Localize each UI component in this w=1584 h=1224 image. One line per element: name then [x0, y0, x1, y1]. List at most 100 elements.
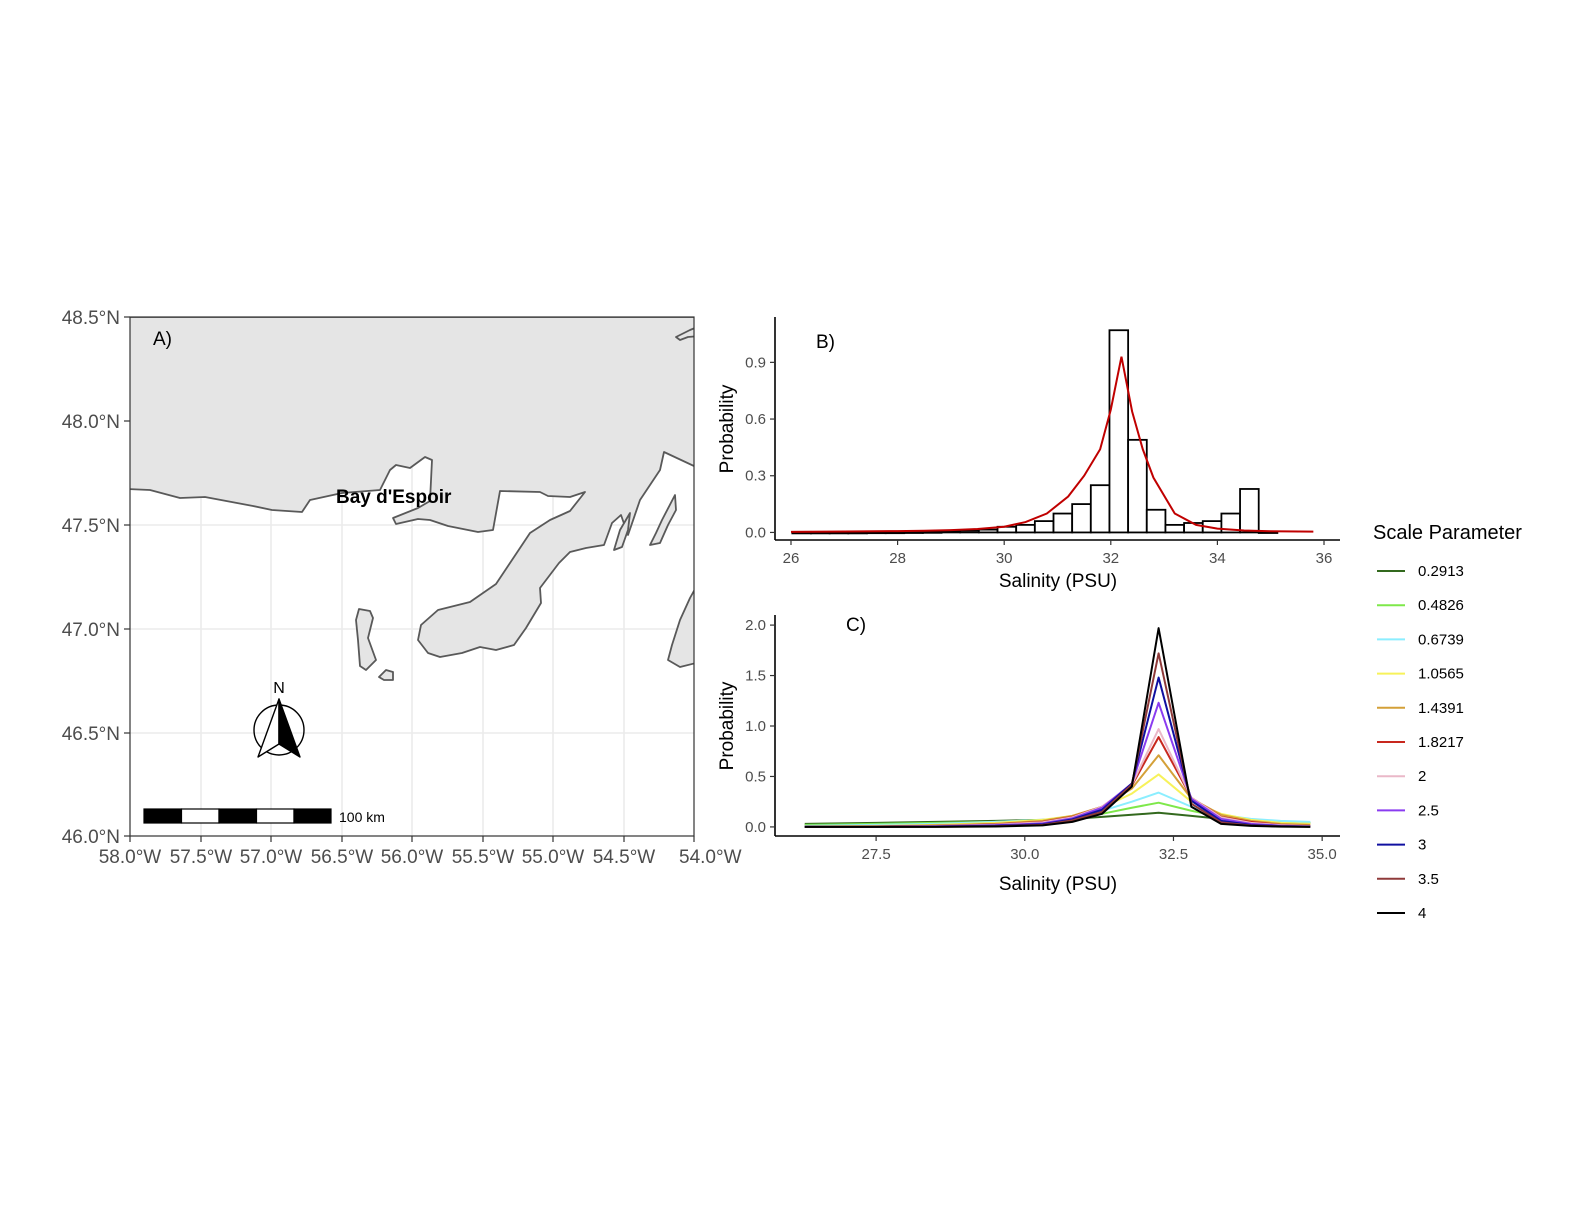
- histogram-bar: [1015, 523, 1036, 534]
- legend-title: Scale Parameter: [1373, 522, 1522, 544]
- northeast-island: [675, 327, 694, 341]
- histogram-y-tick-label: 0.3: [745, 468, 766, 485]
- north-arrow: N: [253, 680, 305, 758]
- legend-label: 1.0565: [1418, 666, 1464, 683]
- series-line-3: [804, 676, 1311, 828]
- legend: Scale Parameter 0.2913 0.4826 0.6739 1.0565…: [1373, 522, 1522, 922]
- scale-bar-label: 100 km: [339, 809, 385, 825]
- map-y-ticks: [124, 316, 130, 837]
- lon-tick-label: 57.5°W: [170, 847, 233, 868]
- histogram-y-tick-label: 0.6: [745, 411, 766, 428]
- line-y-tick-label: 0.0: [745, 819, 766, 836]
- legend-label: 0.6739: [1418, 631, 1464, 648]
- histogram-bar: [1108, 329, 1130, 534]
- legend-label: 3.5: [1418, 871, 1439, 888]
- lat-tick-label: 47.0°N: [62, 620, 120, 641]
- line-y-tick-label: 2.0: [745, 617, 766, 634]
- map-panel-label: A): [153, 329, 172, 350]
- histogram-bar: [977, 528, 999, 534]
- map-panel: A) Bay d'Espoir N 100 km: [62, 308, 742, 868]
- lon-tick-label: 56.5°W: [311, 847, 374, 868]
- series-line-3-5: [804, 652, 1311, 828]
- scale-segment-3: [218, 808, 258, 824]
- lon-tick-label: 54.0°W: [679, 847, 742, 868]
- line-marks: [804, 627, 1311, 828]
- map-lat-labels: 48.5°N 48.0°N 47.5°N 47.0°N 46.5°N 46.0°…: [62, 308, 120, 848]
- miquelon-island: [355, 608, 377, 671]
- north-arrow-right-half: [278, 698, 301, 758]
- histogram-bar: [1164, 523, 1185, 534]
- histogram-bar: [1239, 488, 1260, 534]
- line-y-tick-label: 1.5: [745, 668, 766, 685]
- histogram-axes: 26 28 30 32 34 36 0.0 0.3 0.6 0.9: [745, 317, 1340, 567]
- line-axes: 27.5 30.0 32.5 35.0 0.0 0.5 1.0 1.5 2.0: [745, 615, 1340, 863]
- histogram-bar: [1071, 503, 1092, 534]
- histogram-y-axis-title: Probability: [717, 384, 738, 473]
- scale-segment-2: [180, 808, 220, 824]
- line-panel-label: C): [846, 615, 866, 636]
- lat-tick-label: 48.5°N: [62, 308, 120, 329]
- lon-tick-label: 57.0°W: [240, 847, 303, 868]
- lon-tick-label: 55.0°W: [522, 847, 585, 868]
- line-y-tick-label: 1.0: [745, 718, 766, 735]
- histogram-marks: [790, 329, 1314, 535]
- histogram-bar: [1052, 512, 1074, 534]
- legend-items: 0.2913 0.4826 0.6739 1.0565 1.4391 1.8217 2 2.5…: [1377, 563, 1464, 922]
- scale-segment-4: [255, 808, 295, 824]
- map-lon-labels: 58.0°W 57.5°W 57.0°W 56.5°W 56.0°W 55.5°…: [99, 847, 742, 868]
- scale-segment-5: [293, 808, 332, 824]
- fitted-distribution-line: [790, 356, 1314, 533]
- lon-tick-label: 58.0°W: [99, 847, 162, 868]
- histogram-x-tick-label: 26: [783, 550, 800, 567]
- legend-label: 0.4826: [1418, 597, 1464, 614]
- line-x-tick-label: 27.5: [862, 846, 891, 863]
- series-line-1-8217: [804, 736, 1311, 828]
- newfoundland-mainland: [130, 317, 694, 658]
- scale-segment-1: [143, 808, 183, 824]
- histogram-bar: [959, 529, 980, 534]
- histogram-bar: [1089, 484, 1111, 534]
- histogram-y-tick-label: 0.0: [745, 524, 766, 541]
- lat-tick-label: 46.0°N: [62, 827, 120, 848]
- legend-label: 2: [1418, 768, 1426, 785]
- histogram-x-tick-label: 28: [889, 550, 906, 567]
- series-line-2-5: [804, 701, 1311, 828]
- lat-tick-label: 47.5°N: [62, 516, 120, 537]
- line-x-tick-label: 30.0: [1010, 846, 1039, 863]
- east-island-1: [649, 494, 677, 546]
- histogram-bar: [1033, 520, 1055, 534]
- histogram-y-tick-label: 0.9: [745, 354, 766, 371]
- lat-tick-label: 48.0°N: [62, 412, 120, 433]
- histogram-x-tick-label: 30: [996, 550, 1013, 567]
- legend-label: 1.8217: [1418, 734, 1464, 751]
- legend-label: 2.5: [1418, 802, 1439, 819]
- line-y-axis-title: Probability: [717, 681, 738, 770]
- histogram-x-tick-label: 36: [1316, 550, 1333, 567]
- north-arrow-label: N: [273, 680, 285, 697]
- histogram-bar: [1145, 508, 1167, 534]
- line-x-tick-label: 32.5: [1159, 846, 1188, 863]
- scale-bar: [143, 808, 332, 824]
- line-panel: 27.5 30.0 32.5 35.0 0.0 0.5 1.0 1.5 2.0 C) Salin…: [717, 615, 1340, 895]
- land-masses: [130, 317, 694, 681]
- st-pierre-island: [378, 669, 394, 681]
- histogram-panel-label: B): [816, 332, 835, 353]
- series-line-2: [804, 728, 1311, 828]
- bay-despoir-label: Bay d'Espoir: [336, 487, 452, 508]
- lon-tick-label: 55.5°W: [452, 847, 515, 868]
- legend-label: 0.2913: [1418, 563, 1464, 580]
- series-line-4: [804, 627, 1311, 828]
- line-x-axis-title: Salinity (PSU): [999, 874, 1117, 895]
- histogram-x-axis-title: Salinity (PSU): [999, 571, 1117, 592]
- map-x-ticks: [129, 836, 695, 842]
- line-x-tick-label: 35.0: [1308, 846, 1337, 863]
- histogram-panel: 26 28 30 32 34 36 0.0 0.3 0.6 0.9 B) Salinity (PS…: [717, 317, 1340, 592]
- east-island-2: [613, 512, 631, 551]
- lon-tick-label: 56.0°W: [381, 847, 444, 868]
- histogram-x-tick-label: 34: [1209, 550, 1226, 567]
- legend-label: 3: [1418, 837, 1426, 854]
- burin-tip-island: [667, 588, 694, 668]
- legend-label: 4: [1418, 905, 1426, 922]
- lon-tick-label: 54.5°W: [593, 847, 656, 868]
